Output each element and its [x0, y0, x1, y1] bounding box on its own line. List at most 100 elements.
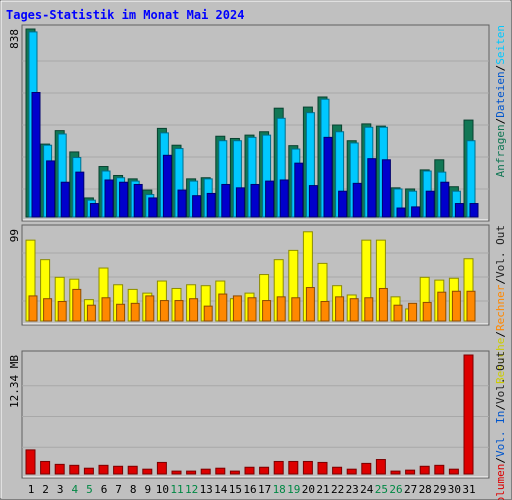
bar-seiten-day-22 — [338, 190, 348, 218]
bar-rechner-day-1 — [28, 295, 38, 322]
legend-entry: Dateien — [494, 71, 507, 117]
legend-entry: Volumen — [494, 464, 507, 500]
bar-rechner-day-4 — [72, 288, 82, 322]
bar-volumen-day-17 — [259, 466, 270, 475]
bar-volumen-day-28 — [419, 465, 430, 475]
bar-rechner-day-10 — [159, 300, 169, 322]
bar-seiten-day-7 — [119, 181, 129, 218]
x-label-day-31: 31 — [462, 483, 475, 496]
bar-rechner-day-17 — [262, 300, 272, 322]
bar-volumen-day-5 — [83, 467, 94, 475]
bar-seiten-day-28 — [425, 190, 435, 218]
bar-seiten-day-12 — [192, 195, 202, 218]
bar-seiten-day-16 — [250, 183, 260, 218]
legend-entry: / — [494, 404, 507, 411]
x-label-day-21: 21 — [316, 483, 329, 496]
bar-seiten-day-10 — [162, 154, 172, 218]
bar-seiten-day-25 — [381, 159, 391, 218]
legend-entry: / — [494, 65, 507, 72]
bar-rechner-day-22 — [335, 296, 345, 322]
x-label-day-5: 5 — [86, 483, 93, 496]
bar-volumen-day-7 — [113, 465, 124, 475]
bar-volumen-day-8 — [127, 465, 138, 475]
x-label-day-14: 14 — [214, 483, 228, 496]
legend-entry: Rechner — [494, 284, 507, 331]
bar-volumen-day-19 — [288, 460, 299, 475]
panel-border — [21, 350, 490, 479]
bar-volumen-day-1 — [25, 449, 36, 475]
bar-rechner-day-6 — [101, 297, 111, 322]
bar-volumen-day-2 — [40, 460, 51, 475]
bar-volumen-day-11 — [171, 470, 182, 475]
x-label-day-7: 7 — [115, 483, 122, 496]
bar-rechner-day-3 — [57, 300, 67, 322]
x-label-day-17: 17 — [258, 483, 271, 496]
bar-seiten-day-5 — [89, 203, 99, 218]
chart-title: Tages-Statistik im Monat Mai 2024 — [6, 8, 244, 22]
legend-entry: / — [494, 278, 507, 285]
bar-rechner-day-29 — [437, 291, 447, 322]
bar-volumen-day-25 — [375, 459, 386, 475]
x-label-day-1: 1 — [28, 483, 35, 496]
bar-volumen-day-31 — [463, 354, 474, 475]
bar-seiten-day-14 — [221, 183, 231, 218]
x-axis-labels: 1 2 3 4 5 6 7 8 9 10 11 12 13 14 15 16 17 18 19 20 21 22 23 24 2… — [28, 483, 476, 496]
bar-volumen-day-9 — [142, 468, 153, 475]
bar-rechner-day-19 — [291, 297, 301, 322]
bar-seiten-day-31 — [469, 203, 479, 218]
x-label-day-13: 13 — [200, 483, 213, 496]
chart-panels: 838 Anfragen/Dateien/Seiten 99Besuche/Rech… — [8, 24, 507, 500]
legend-entry: Vol. Out — [494, 351, 507, 404]
x-label-day-19: 19 — [287, 483, 300, 496]
bar-rechner-day-12 — [189, 298, 199, 322]
bar-volumen-day-21 — [317, 461, 328, 475]
bar-seiten-day-18 — [279, 179, 289, 218]
bar-rechner-day-30 — [451, 290, 461, 322]
bar-volumen-day-20 — [302, 460, 313, 475]
x-label-day-26: 26 — [389, 483, 402, 496]
bar-volumen-day-18 — [273, 460, 284, 475]
bar-seiten-day-29 — [440, 181, 450, 218]
legend-entry: / — [494, 331, 507, 338]
x-label-day-28: 28 — [419, 483, 432, 496]
bar-seiten-day-8 — [133, 183, 143, 218]
bar-rechner-day-8 — [130, 302, 140, 322]
bar-rechner-day-18 — [276, 296, 286, 322]
bar-volumen-day-4 — [69, 464, 80, 475]
x-label-day-18: 18 — [273, 483, 286, 496]
side-legend: Besuche/Rechner/Vol. Out — [494, 225, 507, 384]
x-label-day-8: 8 — [130, 483, 137, 496]
legend-entry: Vol. Out — [494, 225, 507, 278]
bar-rechner-day-14 — [218, 293, 228, 322]
bar-volumen-day-13 — [200, 468, 211, 475]
legend-entry: / — [494, 457, 507, 464]
legend-entry: Seiten — [494, 25, 507, 65]
bar-volumen-day-26 — [390, 470, 401, 475]
x-label-day-22: 22 — [331, 483, 344, 496]
x-label-day-3: 3 — [57, 483, 64, 496]
bar-seiten-day-17 — [265, 180, 275, 218]
bar-volumen-day-10 — [156, 461, 167, 475]
bar-rechner-day-2 — [43, 298, 53, 322]
y-tick-label: 12.34 MB — [8, 355, 21, 408]
bar-seiten-day-30 — [454, 203, 464, 218]
bar-rechner-day-13 — [203, 305, 213, 322]
bar-seiten-day-27 — [411, 206, 421, 218]
x-label-day-2: 2 — [42, 483, 49, 496]
bar-seiten-day-3 — [60, 181, 70, 218]
bar-seiten-day-4 — [75, 171, 85, 218]
bar-volumen-day-30 — [448, 468, 459, 475]
x-label-day-15: 15 — [229, 483, 242, 496]
x-label-day-27: 27 — [404, 483, 417, 496]
bar-seiten-day-21 — [323, 136, 333, 218]
side-legend: Volumen/Vol. In/Vol. Out — [494, 351, 507, 500]
bar-volumen-day-22 — [332, 466, 343, 475]
bar-rechner-day-20 — [305, 287, 315, 322]
y-tick-label: 838 — [8, 29, 21, 49]
x-label-day-24: 24 — [360, 483, 374, 496]
legend-entry: Vol. In — [494, 411, 507, 457]
side-legend: Anfragen/Dateien/Seiten — [494, 25, 507, 177]
